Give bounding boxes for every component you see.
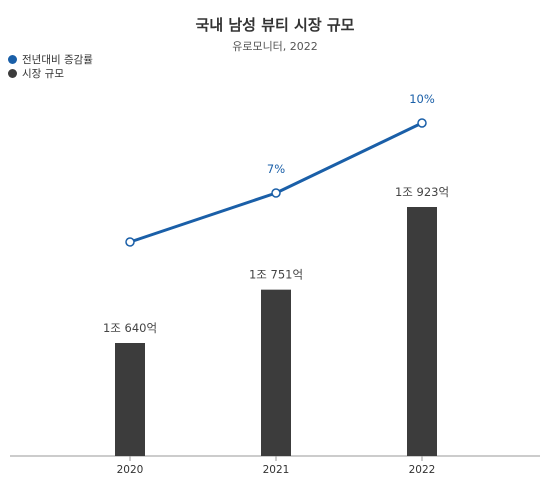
legend-swatch-market-size bbox=[8, 68, 17, 78]
bar-label-2020: 1조 640억 bbox=[103, 321, 157, 335]
growth-rate-point-2021 bbox=[271, 188, 281, 198]
x-tick-label-2021: 2021 bbox=[263, 464, 290, 476]
legend-item-market-size: 시장 규모 bbox=[8, 66, 93, 80]
chart-title: 국내 남성 뷰티 시장 규모 bbox=[195, 16, 355, 34]
legend-label-market-size: 시장 규모 bbox=[22, 67, 64, 80]
x-tick-label-2020: 2020 bbox=[117, 464, 144, 476]
legend-swatch-growth-rate bbox=[8, 54, 17, 64]
growth-rate-point-2020 bbox=[125, 237, 135, 247]
growth-rate-line bbox=[129, 121, 423, 244]
chart-subtitle: 유로모니터, 2022 bbox=[232, 40, 318, 53]
growth-rate-label-2022: 10% bbox=[409, 92, 435, 106]
legend-label-growth-rate: 전년대비 증감률 bbox=[22, 53, 93, 66]
legend-item-growth-rate: 전년대비 증감률 bbox=[8, 52, 93, 66]
bar-label-2022: 1조 923억 bbox=[395, 185, 449, 199]
growth-rate-label-2021: 7% bbox=[267, 162, 285, 176]
bar-2021 bbox=[261, 289, 291, 456]
growth-rate-point-2022 bbox=[417, 118, 427, 128]
bar-2020 bbox=[115, 343, 145, 456]
x-tick-label-2022: 2022 bbox=[409, 464, 436, 476]
bar-2022 bbox=[407, 207, 437, 456]
legend: 전년대비 증감률 시장 규모 bbox=[8, 52, 93, 80]
bar-label-2021: 1조 751억 bbox=[249, 268, 303, 282]
